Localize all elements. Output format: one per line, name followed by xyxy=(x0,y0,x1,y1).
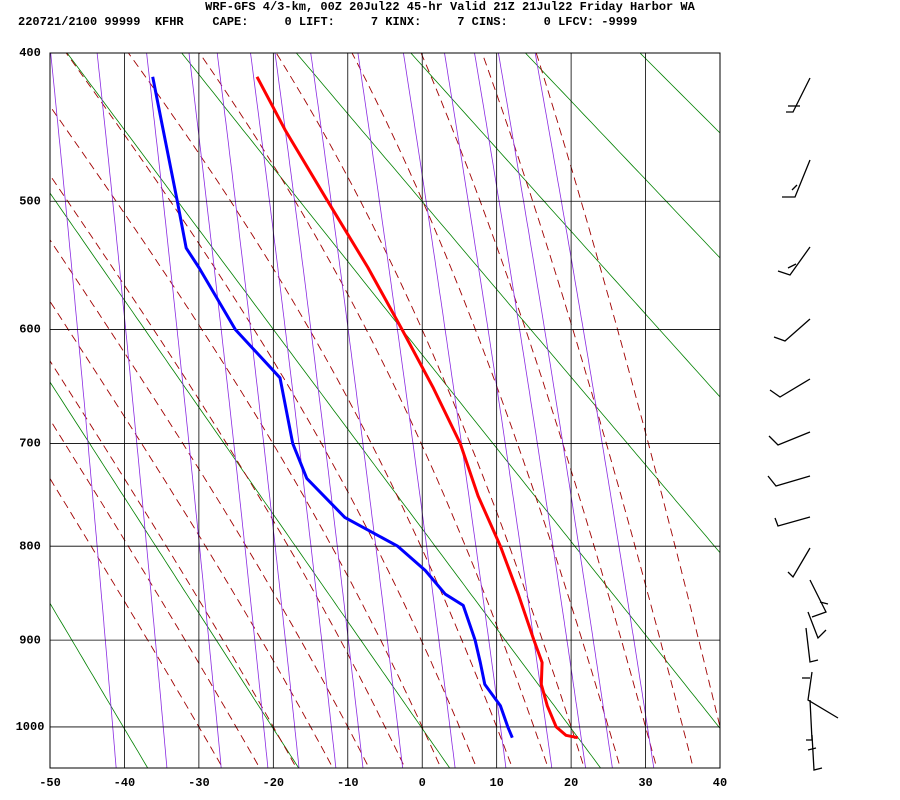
mixing-ratio xyxy=(96,53,168,768)
wind-barb xyxy=(769,378,811,398)
wind-barb xyxy=(777,246,811,276)
y-tick-label: 800 xyxy=(19,539,41,553)
moist-adiabat xyxy=(50,477,224,768)
x-tick-label: 30 xyxy=(638,776,652,790)
mixing-ratio xyxy=(310,53,404,768)
y-tick-label: 500 xyxy=(19,194,41,208)
x-tick-label: -20 xyxy=(263,776,285,790)
wind-barb xyxy=(807,611,827,640)
wind-barbs xyxy=(767,77,839,771)
moist-adiabat xyxy=(127,53,513,768)
mixing-ratio xyxy=(50,53,117,768)
x-tick-label: 10 xyxy=(489,776,503,790)
y-tick-label: 600 xyxy=(19,323,41,337)
reference-lines xyxy=(50,37,900,776)
wind-barb xyxy=(807,671,839,719)
mixing-ratio xyxy=(188,53,269,768)
moist-adiabat xyxy=(50,418,261,768)
grid: -50 -40 -30 -20 -10 0 10 20 30 40 400 500 600 700 800 9… xyxy=(16,46,728,790)
mixing-ratio xyxy=(444,53,553,768)
wind-barb xyxy=(774,516,811,527)
moist-adiabat xyxy=(351,53,621,768)
moist-adiabat xyxy=(420,53,658,768)
x-tick-label: 20 xyxy=(564,776,578,790)
mixing-ratio xyxy=(146,53,222,768)
dry-adiabat xyxy=(181,53,720,729)
chart-title: WRF-GFS 4/3-km, 00Z 20Jul22 45-hr Valid … xyxy=(205,0,695,14)
wind-barb xyxy=(782,159,811,198)
wind-barb xyxy=(806,699,813,741)
wind-barb xyxy=(807,747,817,751)
dry-adiabat xyxy=(738,37,900,776)
wind-barb xyxy=(786,77,811,113)
moist-adiabat xyxy=(481,53,694,768)
dry-adiabat xyxy=(851,37,900,776)
dry-adiabat xyxy=(66,53,602,768)
wind-barb xyxy=(791,184,798,191)
moist-adiabat xyxy=(65,53,478,768)
x-tick-label: -10 xyxy=(337,776,359,790)
moist-adiabat xyxy=(535,53,720,729)
profile-line xyxy=(255,76,579,740)
dry-adiabat xyxy=(50,192,451,768)
chart-subtitle: 220721/2100 99999 KFHR CAPE: 0 LIFT: 7 K… xyxy=(18,15,637,29)
moist-adiabat xyxy=(50,360,297,768)
x-tick-label: -50 xyxy=(39,776,61,790)
dry-adiabat xyxy=(410,53,720,398)
profiles xyxy=(151,76,579,740)
moist-adiabat xyxy=(50,174,406,768)
x-tick-label: 40 xyxy=(713,776,727,790)
y-tick-label: 1000 xyxy=(16,720,45,734)
mixing-ratio xyxy=(216,53,300,768)
mixing-ratio xyxy=(402,53,507,768)
moist-adiabat xyxy=(275,53,585,768)
moist-adiabat xyxy=(50,239,370,768)
dry-adiabat xyxy=(524,53,720,259)
mixing-ratio xyxy=(534,53,655,768)
dry-adiabat xyxy=(639,53,720,134)
x-tick-label: 0 xyxy=(419,776,426,790)
y-tick-label: 400 xyxy=(19,46,41,60)
mixing-ratio xyxy=(497,53,613,768)
mixing-ratio xyxy=(474,53,587,768)
dry-adiabat xyxy=(50,381,300,768)
x-tick-label: -40 xyxy=(114,776,136,790)
y-tick-label: 700 xyxy=(19,437,41,451)
wind-barb xyxy=(768,431,811,446)
wind-barb xyxy=(805,627,819,663)
mixing-ratio xyxy=(274,53,364,768)
moist-adiabat xyxy=(50,300,334,768)
y-tick-label: 900 xyxy=(19,633,41,647)
moist-adiabat xyxy=(198,53,549,768)
wind-barb xyxy=(787,547,811,579)
dry-adiabat xyxy=(50,602,149,768)
wind-barb xyxy=(773,318,811,342)
wind-barb xyxy=(787,263,797,269)
plot-border xyxy=(49,52,721,769)
mixing-ratio xyxy=(357,53,456,768)
wind-barb xyxy=(819,601,829,605)
x-tick-label: -30 xyxy=(188,776,210,790)
wind-barb xyxy=(811,734,823,771)
wind-barb xyxy=(767,475,811,487)
profile-line xyxy=(151,76,514,739)
wind-barb xyxy=(809,579,827,618)
dry-adiabat xyxy=(295,53,720,554)
moist-adiabat xyxy=(50,105,442,768)
